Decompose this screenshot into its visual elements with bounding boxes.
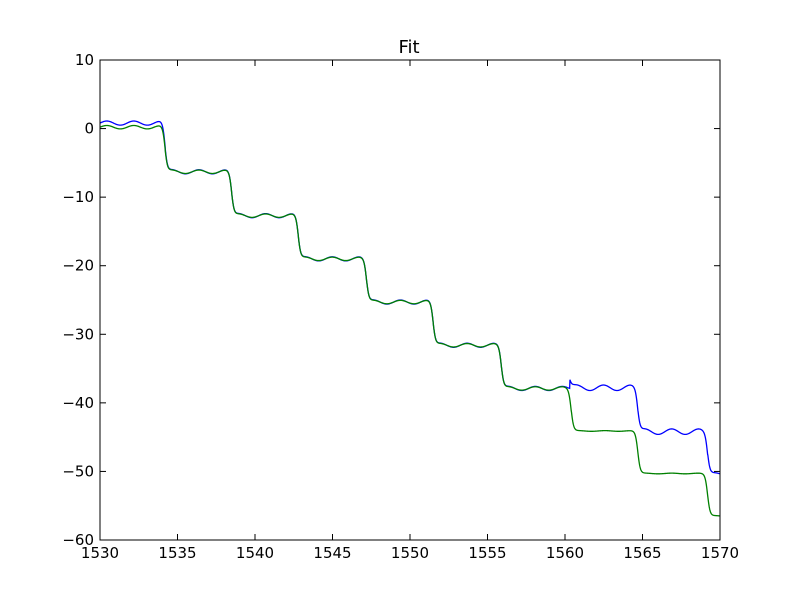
y-tick-label: −20: [62, 257, 94, 275]
y-tick-label: −50: [62, 462, 94, 480]
chart-title: Fit: [398, 37, 419, 58]
y-tick-label: 0: [84, 120, 94, 138]
x-tick-label: 1540: [236, 544, 274, 562]
tick-layer: 1530 1535 1540 1545 1550 1555 1560 1565 1570 10 0 −…: [62, 51, 739, 562]
plot-frame: [99, 59, 721, 541]
x-tick-label: 1530: [81, 544, 119, 562]
y-tick-label: −60: [62, 531, 94, 549]
x-tick-label: 1545: [313, 544, 351, 562]
y-tick-label: 10: [75, 51, 94, 69]
series-line-2: [99, 124, 721, 517]
x-tick-label: 1570: [701, 544, 739, 562]
series-line-1: [99, 120, 721, 475]
y-tick-label: −40: [62, 394, 94, 412]
y-tick-label: −30: [62, 325, 94, 343]
x-tick-label: 1555: [468, 544, 506, 562]
x-tick-label: 1560: [546, 544, 584, 562]
series-layer: [99, 120, 721, 517]
x-tick-label: 1565: [623, 544, 661, 562]
x-tick-label: 1535: [158, 544, 196, 562]
y-tick-label: −10: [62, 188, 94, 206]
x-tick-label: 1550: [391, 544, 429, 562]
